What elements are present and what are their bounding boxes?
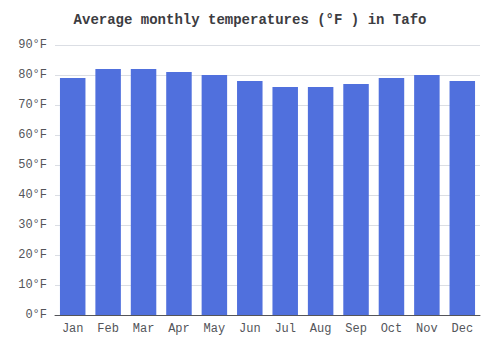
svg-text:Feb: Feb — [97, 322, 119, 336]
svg-text:30°F: 30°F — [18, 218, 47, 232]
svg-text:60°F: 60°F — [18, 128, 47, 142]
svg-text:70°F: 70°F — [18, 98, 47, 112]
svg-text:20°F: 20°F — [18, 248, 47, 262]
svg-text:10°F: 10°F — [18, 278, 47, 292]
svg-text:Mar: Mar — [133, 322, 155, 336]
svg-text:May: May — [204, 322, 226, 336]
svg-text:50°F: 50°F — [18, 158, 47, 172]
svg-text:Apr: Apr — [168, 322, 190, 336]
svg-text:40°F: 40°F — [18, 188, 47, 202]
svg-text:Aug: Aug — [310, 322, 332, 336]
svg-text:0°F: 0°F — [25, 308, 47, 322]
svg-text:80°F: 80°F — [18, 68, 47, 82]
svg-text:Dec: Dec — [451, 322, 473, 336]
svg-text:Oct: Oct — [381, 322, 403, 336]
svg-text:Jan: Jan — [62, 322, 84, 336]
svg-text:Jul: Jul — [274, 322, 296, 336]
svg-text:Average monthly temperatures (: Average monthly temperatures (°F ) in Ta… — [74, 12, 427, 28]
svg-text:Sep: Sep — [345, 322, 367, 336]
svg-text:Nov: Nov — [416, 322, 438, 336]
svg-text:90°F: 90°F — [18, 38, 47, 52]
svg-text:Jun: Jun — [239, 322, 261, 336]
